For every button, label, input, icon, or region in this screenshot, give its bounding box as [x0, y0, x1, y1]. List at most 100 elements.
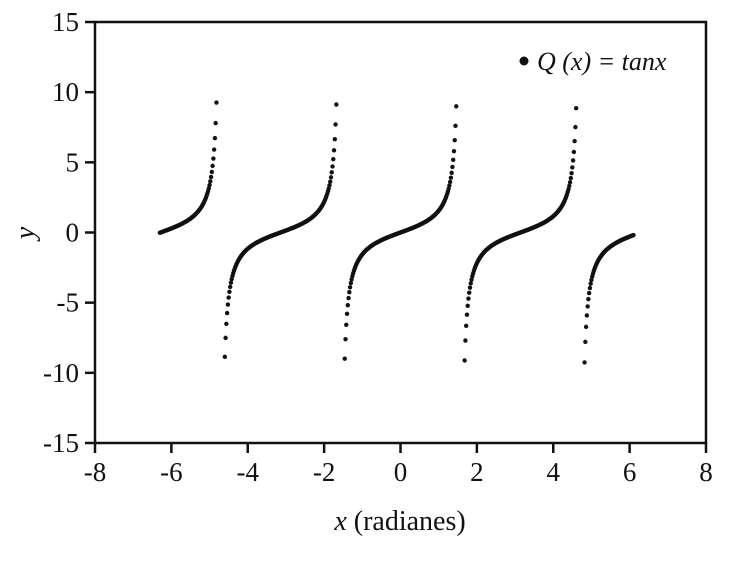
- data-point: [208, 179, 213, 184]
- data-point: [228, 280, 234, 285]
- x-tick-label: -6: [160, 457, 183, 487]
- data-point: [332, 136, 338, 142]
- data-point: [214, 100, 219, 105]
- legend: Q (x) = tanx: [519, 47, 667, 76]
- data-point: [224, 310, 230, 316]
- y-tick-label: -15: [43, 428, 79, 458]
- data-point: [454, 104, 459, 109]
- data-point: [587, 285, 593, 291]
- data-point: [462, 358, 467, 363]
- data-point: [582, 360, 587, 365]
- data-point: [463, 323, 469, 329]
- x-tick-label: 8: [699, 457, 713, 487]
- data-point: [329, 170, 334, 175]
- y-axis-title: y: [10, 226, 41, 242]
- data-point: [572, 138, 577, 144]
- data-point: [227, 284, 233, 290]
- data-point: [346, 295, 351, 301]
- data-point: [449, 170, 454, 175]
- data-point: [223, 335, 228, 341]
- data-point: [586, 290, 592, 296]
- y-tick-label: -5: [57, 288, 80, 318]
- y-axis-ticks: -15 -10 -5 0 5 10 15: [43, 7, 95, 458]
- data-point: [343, 336, 348, 342]
- data-point: [583, 324, 589, 330]
- y-tick-label: 10: [52, 77, 79, 107]
- y-tick-label: 0: [66, 218, 80, 248]
- data-point: [583, 339, 588, 345]
- scatter-points: [157, 100, 636, 365]
- data-point: [569, 171, 574, 176]
- data-point: [570, 158, 576, 163]
- data-point: [333, 122, 338, 127]
- data-point: [330, 164, 335, 169]
- data-point: [467, 290, 472, 295]
- data-point: [467, 285, 473, 290]
- legend-label: Q (x) = tanx: [537, 47, 667, 76]
- data-point: [344, 311, 350, 317]
- x-tick-label: -4: [237, 457, 260, 487]
- data-point: [466, 296, 471, 301]
- data-point: [331, 157, 336, 162]
- x-tick-label: 2: [470, 457, 484, 487]
- data-point: [463, 338, 468, 343]
- data-point: [331, 148, 337, 153]
- data-point: [348, 280, 354, 286]
- data-point: [573, 124, 578, 130]
- data-point: [334, 102, 339, 107]
- data-point: [328, 175, 334, 180]
- data-point: [209, 169, 215, 175]
- data-point: [570, 165, 575, 170]
- data-point: [222, 354, 228, 360]
- legend-marker-icon: [519, 56, 529, 66]
- data-point: [468, 281, 473, 286]
- data-point: [451, 157, 456, 163]
- x-tick-label: -2: [313, 457, 336, 487]
- data-point: [452, 137, 457, 143]
- data-point: [588, 281, 593, 286]
- y-tick-label: -10: [43, 358, 79, 388]
- x-tick-label: 0: [394, 457, 408, 487]
- data-point: [347, 285, 353, 290]
- data-point: [571, 149, 577, 155]
- x-tick-label: 6: [623, 457, 637, 487]
- data-point: [328, 179, 333, 184]
- y-tick-label: 15: [52, 7, 79, 37]
- data-point: [453, 123, 458, 129]
- plot-frame: [93, 20, 708, 445]
- data-point: [226, 295, 231, 300]
- data-point: [208, 174, 214, 180]
- data-point: [451, 148, 457, 154]
- data-point: [567, 183, 572, 189]
- data-point: [464, 312, 470, 317]
- data-point: [450, 164, 455, 170]
- data-point: [342, 356, 347, 361]
- data-point: [345, 302, 350, 308]
- data-point: [347, 290, 352, 295]
- data-point: [211, 156, 216, 161]
- data-point: [465, 303, 470, 308]
- data-point: [568, 175, 574, 181]
- x-axis-ticks: -8 -6 -4 -2 0 2 4 6 8: [84, 443, 713, 487]
- y-tick-label: 5: [66, 147, 80, 177]
- data-point: [212, 135, 218, 141]
- x-axis-title: x (radianes): [333, 506, 465, 537]
- data-point: [213, 120, 218, 126]
- data-point: [631, 232, 636, 238]
- data-point: [585, 304, 590, 309]
- data-point: [207, 182, 212, 188]
- x-tick-label: -8: [84, 457, 107, 487]
- data-point: [447, 179, 453, 185]
- data-point: [586, 296, 591, 302]
- data-point: [225, 302, 231, 307]
- data-point: [584, 313, 590, 318]
- data-point: [224, 321, 229, 327]
- data-point: [344, 322, 349, 328]
- data-point: [448, 175, 454, 180]
- data-point: [227, 289, 232, 294]
- x-tick-label: 4: [547, 457, 561, 487]
- data-point: [567, 180, 573, 185]
- data-point: [210, 163, 215, 169]
